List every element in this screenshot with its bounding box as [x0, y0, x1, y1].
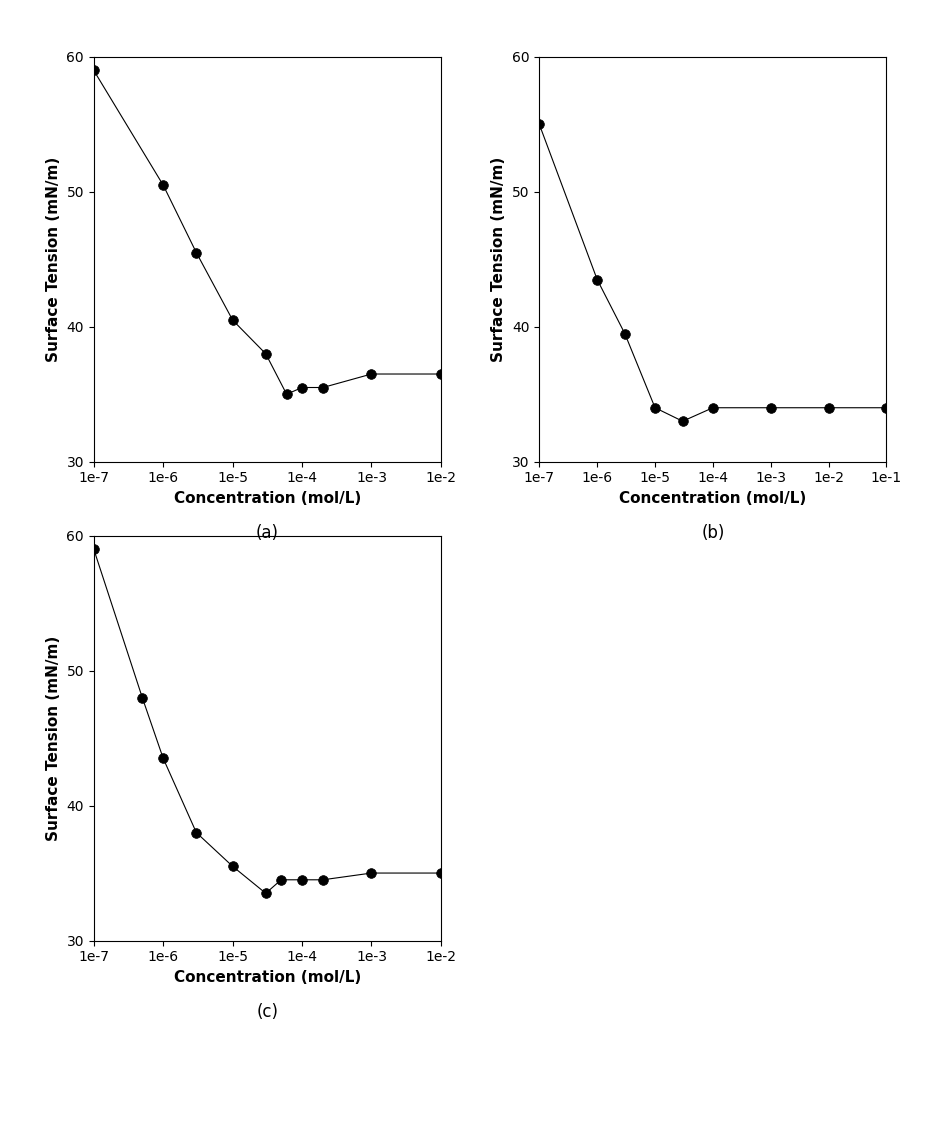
X-axis label: Concentration (mol/L): Concentration (mol/L) — [619, 491, 807, 506]
Y-axis label: Surface Tension (mN/m): Surface Tension (mN/m) — [46, 635, 61, 841]
Y-axis label: Surface Tension (mN/m): Surface Tension (mN/m) — [46, 156, 61, 363]
Text: (c): (c) — [256, 1003, 279, 1021]
X-axis label: Concentration (mol/L): Concentration (mol/L) — [174, 970, 361, 985]
Text: (a): (a) — [256, 524, 279, 543]
Text: (b): (b) — [702, 524, 724, 543]
X-axis label: Concentration (mol/L): Concentration (mol/L) — [174, 491, 361, 506]
Y-axis label: Surface Tension (mN/m): Surface Tension (mN/m) — [492, 156, 507, 363]
